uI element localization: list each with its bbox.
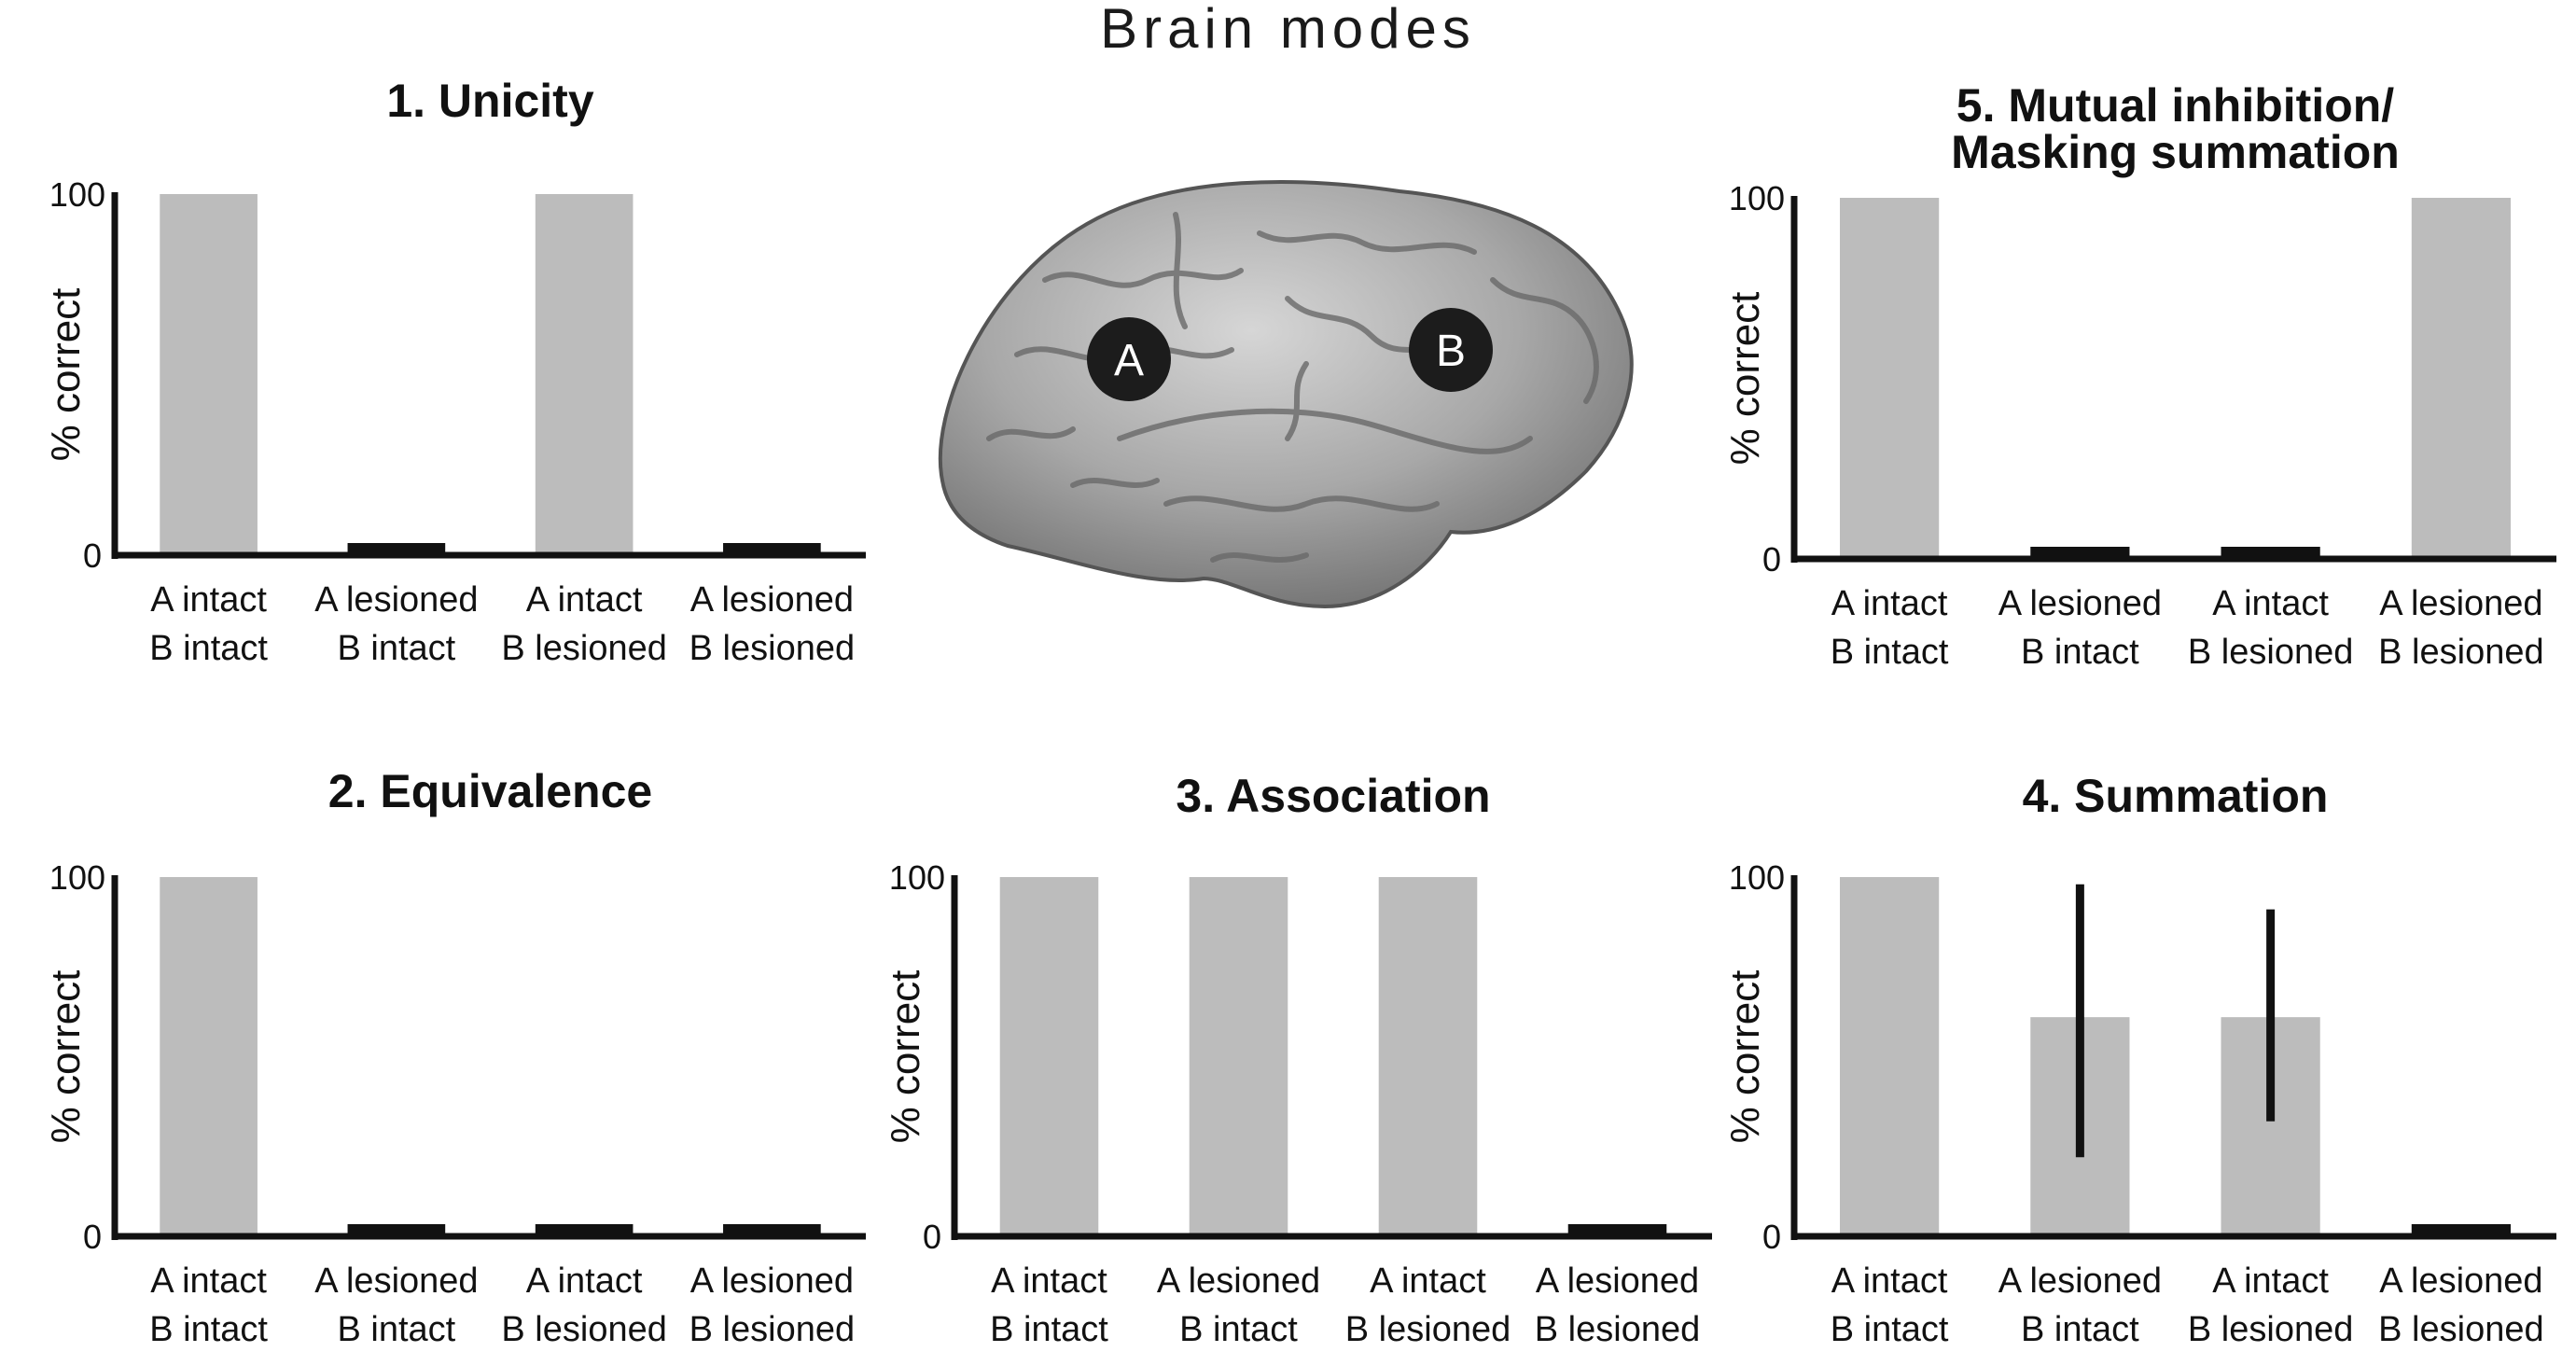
x-tick-label: A lesioned (1998, 584, 2162, 623)
bar (1840, 198, 1940, 559)
brain-illustration: A B (938, 179, 1634, 609)
charts-layer: 1. Unicity 100 0 % correct A intact B intact A… (43, 75, 2556, 1349)
bar (160, 877, 258, 1236)
x-tick-label: B intact (338, 629, 456, 668)
x-tick-label: B lesioned (501, 629, 666, 668)
chart-title: Masking summation (1951, 126, 2400, 178)
x-tick-label: A lesioned (1536, 1261, 1699, 1301)
x-tick-label: B intact (1179, 1310, 1298, 1349)
bar (2221, 547, 2320, 556)
chart-summation: 4. Summation 100 0 % correct A intact B intac… (1722, 770, 2556, 1349)
bar (2030, 547, 2130, 556)
chart-association: 3. Association 100 0 % correct A intact B int… (883, 770, 1712, 1349)
x-tick-label: B lesioned (2188, 1310, 2353, 1349)
y-tick-label: 100 (1729, 858, 1785, 897)
chart-title: 5. Mutual inhibition/ (1956, 79, 2394, 132)
y-tick-label: 100 (49, 175, 105, 214)
x-tick-label: A intact (2212, 584, 2329, 623)
bar (347, 543, 446, 552)
x-tick-label: A lesioned (2379, 584, 2542, 623)
y-axis-label: % correct (883, 970, 928, 1144)
x-tick-label: A lesioned (1998, 1261, 2162, 1301)
chart-title: 3. Association (1176, 770, 1490, 822)
x-tick-label: B lesioned (2378, 633, 2543, 672)
x-tick-label: B intact (1831, 1310, 1949, 1349)
bar (723, 543, 821, 552)
marker-b (1409, 308, 1493, 392)
marker-b-label: B (1436, 327, 1466, 376)
x-tick-label: B lesioned (501, 1310, 666, 1349)
x-tick-label: A intact (1370, 1261, 1486, 1301)
brain-shape (938, 179, 1634, 609)
x-tick-label: A intact (526, 580, 643, 620)
bar (723, 1224, 821, 1234)
x-tick-label: B intact (2021, 1310, 2139, 1349)
figure-title: Brain modes (1100, 0, 1476, 60)
y-tick-label: 100 (889, 858, 945, 897)
y-tick-label: 0 (923, 1218, 941, 1256)
x-tick-label: B lesioned (2188, 633, 2353, 672)
x-tick-label: A lesioned (690, 1261, 854, 1301)
x-tick-label: B intact (149, 1310, 268, 1349)
x-tick-label: B lesioned (1535, 1310, 1700, 1349)
bar (1840, 877, 1940, 1236)
x-tick-label: A lesioned (690, 580, 854, 620)
x-tick-label: B lesioned (689, 629, 855, 668)
bar (1189, 877, 1288, 1236)
y-axis-label: % correct (43, 288, 89, 462)
x-tick-label: B lesioned (1345, 1310, 1511, 1349)
bar (2411, 1224, 2511, 1234)
y-tick-label: 0 (83, 1218, 102, 1256)
chart-title: 4. Summation (2023, 770, 2329, 822)
y-tick-label: 100 (49, 858, 105, 897)
x-tick-label: A lesioned (314, 580, 478, 620)
chart-equivalence: 2. Equivalence 100 0 % correct A intact B int… (43, 765, 866, 1349)
x-tick-label: A lesioned (2379, 1261, 2542, 1301)
x-tick-label: B intact (338, 1310, 456, 1349)
y-tick-label: 100 (1729, 179, 1785, 217)
marker-a-label: A (1114, 336, 1144, 385)
x-tick-label: A intact (991, 1261, 1107, 1301)
bar (347, 1224, 446, 1234)
x-tick-label: B intact (149, 629, 268, 668)
chart-unicity: 1. Unicity 100 0 % correct A intact B intact A… (43, 75, 866, 668)
bar (535, 194, 634, 555)
x-tick-label: B intact (1831, 633, 1949, 672)
x-tick-label: A intact (150, 1261, 267, 1301)
y-axis-label: % correct (1722, 292, 1768, 466)
x-tick-label: A intact (1831, 1261, 1948, 1301)
x-tick-label: A intact (1831, 584, 1948, 623)
x-tick-label: A intact (2212, 1261, 2329, 1301)
chart-title: 2. Equivalence (328, 765, 652, 817)
bar (160, 194, 258, 555)
x-tick-label: A intact (150, 580, 267, 620)
bar (999, 877, 1099, 1236)
bar (1378, 877, 1478, 1236)
x-tick-label: B lesioned (2378, 1310, 2543, 1349)
marker-a (1087, 317, 1171, 401)
chart-title: 1. Unicity (386, 75, 593, 127)
x-tick-label: A lesioned (1157, 1261, 1320, 1301)
x-tick-label: A lesioned (314, 1261, 478, 1301)
bar (535, 1224, 634, 1234)
x-tick-label: A intact (526, 1261, 643, 1301)
chart-mutual-inhibition: 5. Mutual inhibition/Masking summation 10… (1722, 79, 2556, 672)
bar (1567, 1224, 1667, 1234)
y-axis-label: % correct (1722, 970, 1768, 1144)
x-tick-label: B intact (990, 1310, 1108, 1349)
bar (2411, 198, 2511, 559)
x-tick-label: B intact (2021, 633, 2139, 672)
y-axis-label: % correct (43, 970, 89, 1144)
y-tick-label: 0 (1762, 1218, 1781, 1256)
x-tick-label: B lesioned (689, 1310, 855, 1349)
y-tick-label: 0 (83, 537, 102, 575)
y-tick-label: 0 (1762, 540, 1781, 578)
